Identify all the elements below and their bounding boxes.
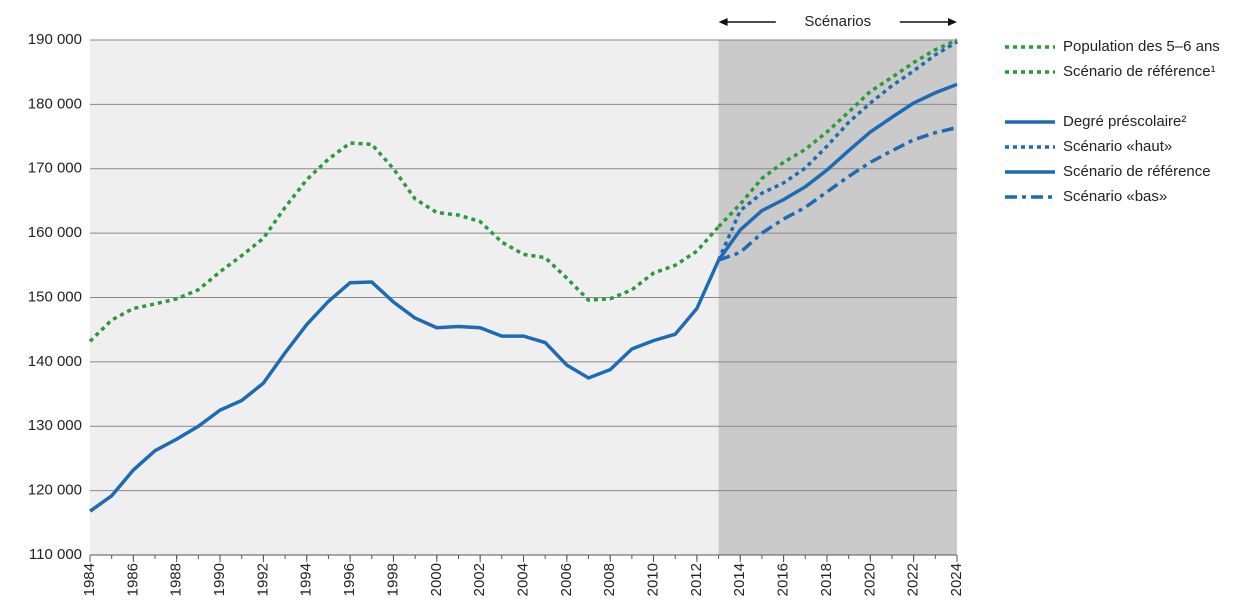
x-tick-label: 1984 — [81, 563, 98, 596]
series-line — [717, 82, 958, 262]
y-tick-label: 180 000 — [28, 95, 82, 112]
x-tick-label: 2016 — [775, 563, 792, 596]
x-tick-label: 2022 — [905, 563, 922, 596]
series-line — [717, 38, 958, 228]
annotation: Scénarios — [804, 13, 871, 30]
y-tick-label: 150 000 — [28, 288, 82, 305]
x-tick-label: 2020 — [861, 563, 878, 596]
x-tick-label: 2018 — [818, 563, 835, 596]
x-tick-label: 2006 — [558, 563, 575, 596]
y-tick-label: 110 000 — [29, 546, 82, 563]
x-tick-label: 1992 — [254, 563, 271, 596]
series-line — [716, 40, 958, 261]
legend-label: Population des 5–6 ans — [1063, 38, 1220, 55]
series-line — [717, 125, 958, 262]
x-tick-label: 2004 — [514, 563, 531, 596]
x-tick-label: 1990 — [211, 563, 228, 596]
legend-label: Scénario de référence¹ — [1063, 63, 1216, 80]
x-tick-label: 2014 — [731, 563, 748, 596]
x-tick-label: 1998 — [384, 563, 401, 596]
x-tick-label: 2010 — [645, 563, 662, 596]
x-tick-label: 2008 — [601, 563, 618, 596]
legend-label: Degré préscolaire² — [1063, 113, 1186, 130]
x-tick-label: 2000 — [428, 563, 445, 596]
x-tick-label: 2002 — [471, 563, 488, 596]
legend-label: Scénario de référence — [1063, 163, 1211, 180]
x-tick-label: 1988 — [168, 563, 185, 596]
x-tick-label: 1994 — [298, 563, 315, 596]
x-tick-label: 2012 — [688, 563, 705, 596]
y-tick-label: 120 000 — [28, 482, 82, 499]
y-tick-label: 140 000 — [28, 353, 82, 370]
x-tick-label: 2024 — [948, 563, 965, 596]
series-line — [88, 141, 720, 343]
x-tick-label: 1996 — [341, 563, 358, 596]
y-tick-label: 170 000 — [28, 160, 82, 177]
arrow-head — [718, 18, 728, 26]
arrow-head — [948, 18, 957, 26]
y-tick-label: 130 000 — [28, 417, 82, 434]
y-tick-label: 190 000 — [28, 31, 82, 48]
legend-label: Scénario «haut» — [1063, 138, 1172, 155]
legend-label: Scénario «bas» — [1063, 188, 1167, 205]
x-tick-label: 1986 — [124, 563, 141, 596]
series-line — [88, 259, 721, 513]
y-tick-label: 160 000 — [28, 224, 82, 241]
